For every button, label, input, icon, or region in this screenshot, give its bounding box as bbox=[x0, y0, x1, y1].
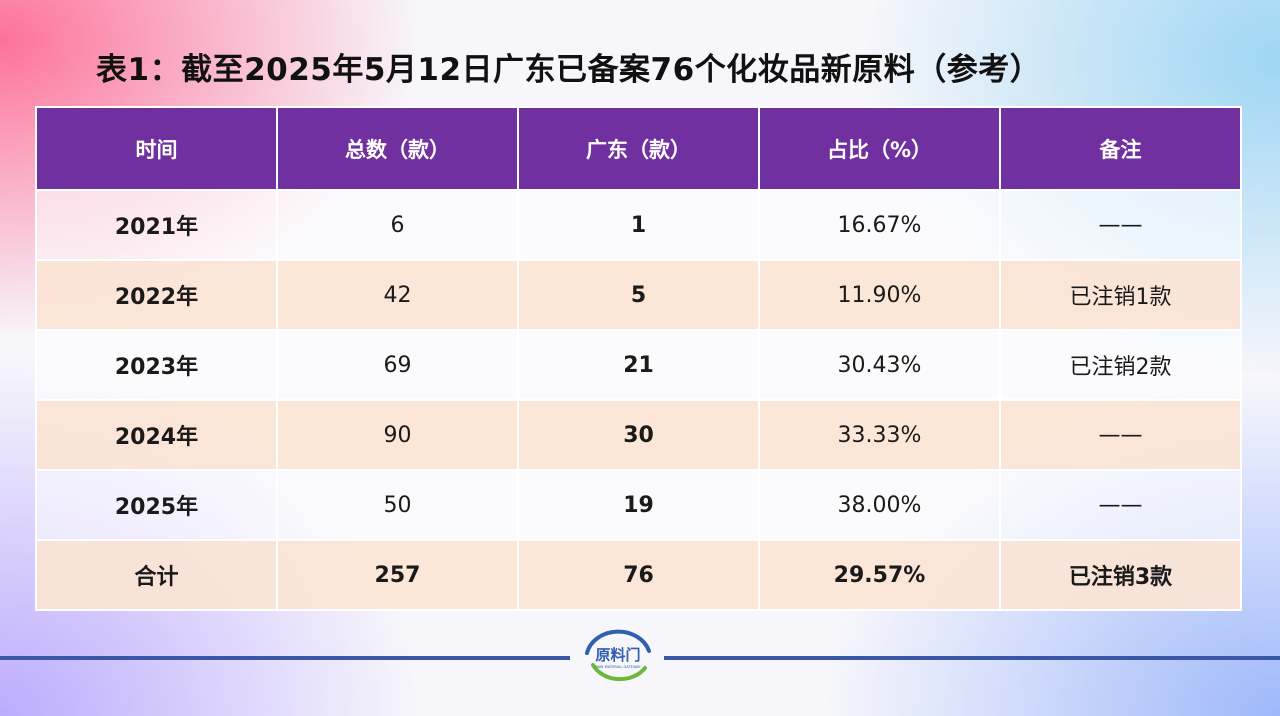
header-guangdong: 广东（款） bbox=[517, 106, 760, 191]
cell-total: 50 bbox=[276, 469, 519, 541]
logo-icon: 原料门 RAW MATERIAL GATEWAY bbox=[585, 629, 651, 682]
cell-note: —— bbox=[999, 469, 1242, 541]
cell-note: 已注销2款 bbox=[999, 329, 1242, 401]
table-row: 2023年 69 21 30.43% 已注销2款 bbox=[35, 329, 1242, 401]
cell-total: 42 bbox=[276, 259, 519, 331]
cell-guangdong: 30 bbox=[517, 399, 760, 471]
table-row: 2024年 90 30 33.33% —— bbox=[35, 399, 1242, 471]
cell-total: 69 bbox=[276, 329, 519, 401]
cell-guangdong: 5 bbox=[517, 259, 760, 331]
table-header-row: 时间 总数（款） 广东（款） 占比（%） 备注 bbox=[35, 106, 1242, 191]
cell-ratio: 38.00% bbox=[758, 469, 1001, 541]
footer-divider-left bbox=[0, 656, 570, 660]
cell-total: 6 bbox=[276, 189, 519, 261]
cell-total-sum: 257 bbox=[276, 539, 519, 611]
cell-ratio: 33.33% bbox=[758, 399, 1001, 471]
header-note: 备注 bbox=[999, 106, 1242, 191]
footer-divider-right bbox=[664, 656, 1280, 660]
table-row: 2022年 42 5 11.90% 已注销1款 bbox=[35, 259, 1242, 331]
header-ratio: 占比（%） bbox=[758, 106, 1001, 191]
cell-total-note: 已注销3款 bbox=[999, 539, 1242, 611]
cell-guangdong: 19 bbox=[517, 469, 760, 541]
cell-ratio: 11.90% bbox=[758, 259, 1001, 331]
cell-year: 2023年 bbox=[35, 329, 278, 401]
logo-text: 原料门 bbox=[595, 646, 640, 664]
cell-note: —— bbox=[999, 399, 1242, 471]
cell-year: 2021年 bbox=[35, 189, 278, 261]
slide-title: 表1：截至2025年5月12日广东已备案76个化妆品新原料（参考） bbox=[96, 52, 1042, 88]
cell-ratio: 30.43% bbox=[758, 329, 1001, 401]
cell-total-guangdong: 76 bbox=[517, 539, 760, 611]
cell-year: 2022年 bbox=[35, 259, 278, 331]
cell-total-ratio: 29.57% bbox=[758, 539, 1001, 611]
cell-guangdong: 21 bbox=[517, 329, 760, 401]
cell-note: 已注销1款 bbox=[999, 259, 1242, 331]
header-total: 总数（款） bbox=[276, 106, 519, 191]
cell-total: 90 bbox=[276, 399, 519, 471]
table-row: 2025年 50 19 38.00% —— bbox=[35, 469, 1242, 541]
logo-subtext: RAW MATERIAL GATEWAY bbox=[595, 665, 641, 669]
cell-year: 2025年 bbox=[35, 469, 278, 541]
table-row: 2021年 6 1 16.67% —— bbox=[35, 189, 1242, 261]
cell-year: 2024年 bbox=[35, 399, 278, 471]
header-time: 时间 bbox=[35, 106, 278, 191]
cell-total-label: 合计 bbox=[35, 539, 278, 611]
cell-ratio: 16.67% bbox=[758, 189, 1001, 261]
cell-guangdong: 1 bbox=[517, 189, 760, 261]
data-table: 时间 总数（款） 广东（款） 占比（%） 备注 2021年 6 1 16.67%… bbox=[35, 106, 1242, 611]
total-row: 合计 257 76 29.57% 已注销3款 bbox=[35, 539, 1242, 611]
cell-note: —— bbox=[999, 189, 1242, 261]
